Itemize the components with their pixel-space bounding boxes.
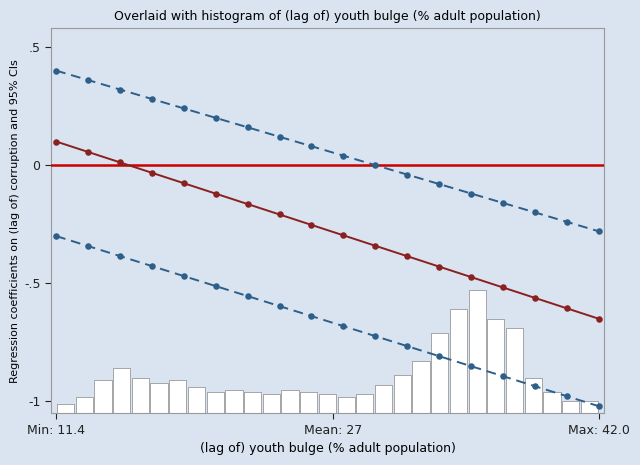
Point bbox=[339, 322, 349, 330]
Point bbox=[179, 105, 189, 112]
Point bbox=[147, 262, 157, 270]
Bar bbox=[487, 319, 504, 413]
Point bbox=[402, 171, 412, 178]
Point bbox=[115, 159, 125, 166]
Point bbox=[51, 67, 61, 74]
Bar bbox=[207, 392, 224, 413]
Bar bbox=[394, 376, 411, 413]
Point bbox=[179, 272, 189, 280]
Point bbox=[402, 252, 412, 260]
Point bbox=[370, 242, 380, 250]
Bar bbox=[319, 394, 336, 413]
Point bbox=[498, 372, 508, 380]
Point bbox=[498, 199, 508, 206]
Bar bbox=[431, 333, 449, 413]
Point bbox=[211, 114, 221, 121]
Point bbox=[370, 332, 380, 340]
X-axis label: (lag of) youth bulge (% adult population): (lag of) youth bulge (% adult population… bbox=[200, 442, 456, 455]
Point bbox=[402, 342, 412, 350]
Bar bbox=[450, 309, 467, 413]
Point bbox=[115, 252, 125, 260]
Point bbox=[562, 218, 572, 226]
Point bbox=[562, 305, 572, 312]
Point bbox=[307, 312, 317, 320]
Title: Overlaid with histogram of (lag of) youth bulge (% adult population): Overlaid with histogram of (lag of) yout… bbox=[114, 10, 541, 23]
Point bbox=[466, 190, 476, 197]
Bar bbox=[188, 387, 205, 413]
Point bbox=[466, 273, 476, 281]
Point bbox=[211, 190, 221, 197]
Point bbox=[594, 315, 604, 323]
Point bbox=[562, 392, 572, 400]
Point bbox=[211, 282, 221, 290]
Y-axis label: Regression coefficients on (lag of) corruption and 95% CIs: Regression coefficients on (lag of) corr… bbox=[10, 59, 20, 383]
Bar bbox=[337, 397, 355, 413]
Point bbox=[339, 152, 349, 159]
Point bbox=[370, 161, 380, 169]
Point bbox=[498, 284, 508, 291]
Point bbox=[243, 292, 253, 300]
Point bbox=[594, 227, 604, 235]
Point bbox=[530, 209, 540, 216]
Point bbox=[594, 403, 604, 410]
Point bbox=[275, 133, 285, 140]
Point bbox=[83, 242, 93, 250]
Point bbox=[51, 232, 61, 240]
Point bbox=[466, 362, 476, 370]
Point bbox=[243, 124, 253, 131]
Point bbox=[83, 76, 93, 84]
Bar bbox=[94, 380, 111, 413]
Bar bbox=[57, 404, 74, 413]
Point bbox=[307, 142, 317, 150]
Point bbox=[243, 200, 253, 208]
Bar bbox=[543, 392, 561, 413]
Bar bbox=[150, 383, 168, 413]
Point bbox=[434, 180, 444, 188]
Bar bbox=[282, 390, 299, 413]
Bar bbox=[562, 401, 579, 413]
Bar bbox=[113, 368, 130, 413]
Point bbox=[530, 383, 540, 390]
Point bbox=[434, 263, 444, 270]
Bar bbox=[244, 392, 261, 413]
Point bbox=[179, 179, 189, 187]
Bar bbox=[132, 378, 149, 413]
Point bbox=[434, 352, 444, 360]
Point bbox=[275, 302, 285, 310]
Point bbox=[51, 138, 61, 145]
Point bbox=[83, 148, 93, 156]
Bar bbox=[300, 392, 317, 413]
Bar bbox=[225, 390, 243, 413]
Point bbox=[275, 211, 285, 218]
Bar bbox=[412, 361, 429, 413]
Bar bbox=[76, 397, 93, 413]
Bar bbox=[262, 394, 280, 413]
Bar bbox=[375, 385, 392, 413]
Point bbox=[307, 221, 317, 229]
Bar bbox=[525, 378, 542, 413]
Bar bbox=[581, 401, 598, 413]
Point bbox=[530, 294, 540, 302]
Point bbox=[115, 86, 125, 93]
Bar bbox=[169, 380, 186, 413]
Bar bbox=[468, 291, 486, 413]
Point bbox=[147, 169, 157, 177]
Bar bbox=[506, 328, 523, 413]
Bar bbox=[356, 394, 374, 413]
Point bbox=[339, 232, 349, 239]
Point bbox=[147, 95, 157, 103]
